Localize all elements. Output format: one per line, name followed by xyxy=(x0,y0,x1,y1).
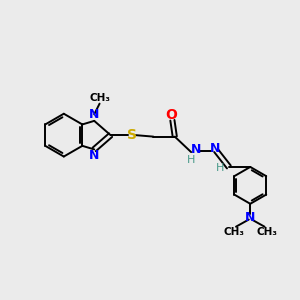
Text: S: S xyxy=(127,128,137,142)
Text: N: N xyxy=(191,142,202,156)
Text: N: N xyxy=(245,211,256,224)
Text: N: N xyxy=(210,142,221,155)
Text: O: O xyxy=(165,108,177,122)
Text: CH₃: CH₃ xyxy=(256,227,278,237)
Text: N: N xyxy=(88,108,99,122)
Text: H: H xyxy=(187,154,195,164)
Text: N: N xyxy=(88,149,99,162)
Text: H: H xyxy=(216,164,225,173)
Text: CH₃: CH₃ xyxy=(89,93,110,103)
Text: CH₃: CH₃ xyxy=(223,227,244,237)
